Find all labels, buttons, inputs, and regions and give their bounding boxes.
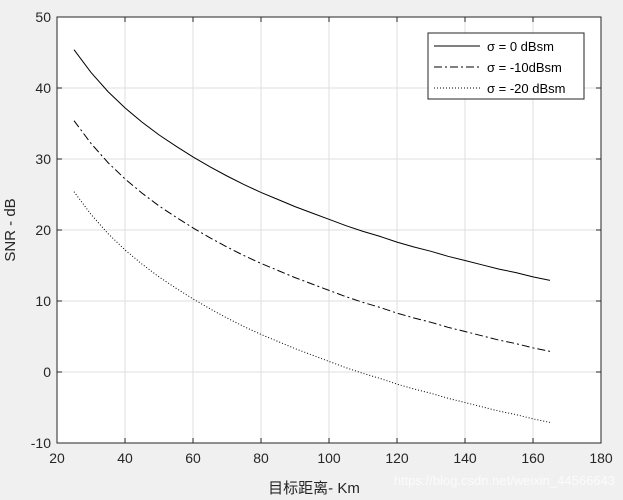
y-axis-label: SNR - dB	[2, 198, 19, 261]
y-tick-label: -10	[31, 435, 51, 451]
x-tick-label: 120	[385, 450, 409, 466]
x-tick-label: 180	[589, 450, 613, 466]
y-tick-label: 10	[35, 293, 51, 309]
y-tick-label: 40	[35, 80, 51, 96]
legend: σ = 0 dBsm σ = -10dBsm σ = -20 dBsm	[427, 32, 585, 100]
legend-label-3: σ = -20 dBsm	[487, 81, 565, 96]
x-tick-label: 80	[253, 450, 269, 466]
series-lines	[73, 49, 551, 423]
x-tick-label: 160	[521, 450, 545, 466]
y-tick-label: 20	[35, 222, 51, 238]
watermark-text: https://blog.csdn.net/weixin_44566643	[394, 473, 615, 488]
y-tick-label: 30	[35, 151, 51, 167]
series-line-2	[73, 120, 551, 352]
x-tick-label: 140	[453, 450, 477, 466]
series-line-3	[73, 191, 551, 423]
axis-ticks: 20 40 60 80 100 120 140 160 180 -10 0 10 20 30 40 50	[31, 9, 613, 466]
x-tick-label: 20	[49, 450, 65, 466]
x-tick-label: 40	[117, 450, 133, 466]
legend-label-1: σ = 0 dBsm	[487, 39, 554, 54]
x-tick-label: 60	[185, 450, 201, 466]
series-line-1	[73, 49, 551, 281]
y-tick-label: 50	[35, 9, 51, 25]
x-tick-label: 100	[317, 450, 341, 466]
legend-box	[427, 32, 585, 100]
x-axis-label: 目标距离- Km	[268, 480, 360, 497]
legend-label-2: σ = -10dBsm	[487, 60, 562, 75]
y-tick-label: 0	[43, 364, 51, 380]
